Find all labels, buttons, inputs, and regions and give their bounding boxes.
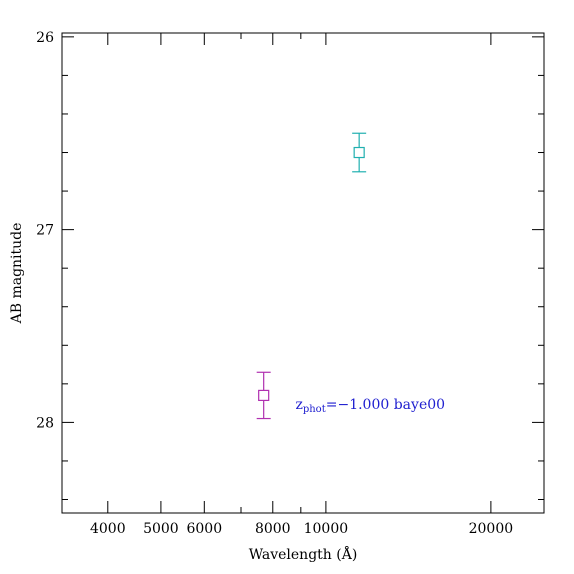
annotation-suffix: =−1.000 baye00 (326, 397, 445, 413)
x-tick-label: 4000 (90, 521, 126, 537)
data-points (256, 132, 367, 420)
plot-frame (61, 32, 545, 514)
x-tick-label: 6000 (186, 521, 222, 537)
x-tick-label: 20000 (469, 521, 514, 537)
x-axis-label: Wavelength (Å) (249, 545, 358, 563)
data-point (352, 132, 367, 173)
square-marker (353, 146, 365, 159)
y-tick-label: 28 (36, 415, 54, 431)
square-marker (258, 389, 270, 402)
x-axis-ticks (107, 33, 492, 513)
photometric-redshift-annotation: zphot=−1.000 baye00 (295, 397, 445, 415)
x-tick-label: 10000 (304, 521, 349, 537)
y-tick-label: 27 (36, 223, 54, 239)
x-axis-tick-labels: 4000 5000 6000 8000 10000 20000 (90, 521, 513, 537)
x-tick-label: 5000 (143, 521, 179, 537)
annotation-prefix: z (295, 397, 302, 413)
annotation-subscript: phot (303, 404, 326, 415)
data-point (256, 371, 271, 420)
y-axis-tick-labels: 26 27 28 (36, 30, 54, 432)
y-tick-label: 26 (36, 30, 54, 46)
y-axis-label: AB magnitude (9, 223, 25, 325)
x-tick-label: 8000 (255, 521, 291, 537)
y-axis-ticks (62, 36, 544, 501)
